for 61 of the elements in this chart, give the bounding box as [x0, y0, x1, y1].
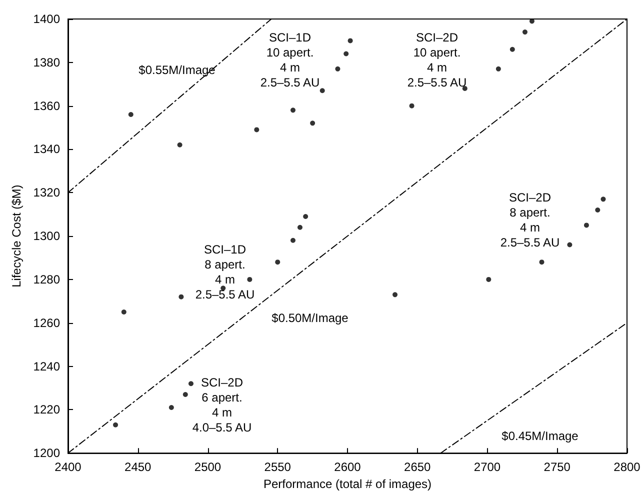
point: [290, 108, 296, 113]
x-tick-label: 2500: [194, 460, 222, 474]
point: [510, 46, 515, 52]
point: [595, 208, 600, 213]
x-tick-label: 2650: [404, 460, 432, 474]
point: [128, 112, 134, 117]
annotation: SCI–1D 10 apert. 4 m 2.5–5.5 AU: [260, 30, 320, 90]
annotation: SCI–2D 8 apert. 4 m 2.5–5.5 AU: [500, 190, 560, 250]
point: [303, 214, 308, 220]
x-tick-label: 2700: [474, 460, 501, 474]
y-tick-label: 1260: [33, 316, 60, 330]
point: [567, 242, 572, 248]
point: [335, 66, 340, 72]
point: [168, 405, 174, 410]
annotation: SCI–2D 6 apert. 4 m 4.0–5.5 AU: [192, 376, 252, 434]
point: [539, 260, 544, 265]
point: [275, 260, 280, 265]
y-tick-label: 1300: [33, 229, 60, 244]
point: [297, 224, 302, 230]
point: [344, 51, 349, 56]
annotation: SCI–1D 8 apert. 4 m 2.5–5.5 AU: [195, 242, 255, 302]
y-tick-label: 1200: [33, 446, 60, 460]
y-tick-label: 1360: [33, 98, 60, 113]
annotation: SCI–2D 10 apert. 4 m 2.5–5.5 AU: [407, 30, 467, 90]
point: [486, 276, 492, 282]
y-tick-label: 1380: [33, 55, 60, 70]
point: [392, 292, 398, 298]
annotation: $0.45M/Image: [502, 429, 579, 443]
x-tick-label: 2750: [544, 460, 571, 474]
y-tick-label: 1280: [33, 272, 60, 286]
y-tick-label: 1320: [33, 186, 60, 200]
point: [177, 142, 182, 148]
x-tick-label: 2800: [614, 460, 641, 474]
y-tick-label: 1400: [33, 12, 60, 26]
point: [254, 127, 260, 132]
x-tick-label: 2400: [54, 460, 82, 474]
point: [310, 120, 316, 126]
y-tick-label: 1240: [33, 359, 60, 374]
point: [496, 66, 501, 72]
annotation: $0.50M/Image: [272, 311, 349, 325]
point: [121, 310, 126, 315]
point: [188, 381, 194, 386]
point: [348, 38, 353, 44]
y-axis-title: Lifecycle Cost ($M): [9, 184, 24, 288]
point: [113, 422, 118, 428]
x-tick-label: 2450: [124, 460, 152, 474]
point: [409, 103, 414, 108]
point: [182, 392, 188, 397]
point: [247, 276, 252, 282]
point: [320, 88, 325, 94]
point: [584, 222, 589, 228]
annotation: $0.55M/Image: [138, 63, 216, 77]
y-tick-label: 1220: [33, 402, 60, 417]
x-tick-label: 2550: [264, 460, 292, 474]
point: [522, 30, 528, 35]
y-tick-label: 1340: [33, 142, 60, 156]
point: [290, 238, 296, 243]
point: [178, 294, 184, 300]
x-tick-label: 2600: [334, 460, 362, 474]
x-axis-title: Performance (total # of images): [263, 477, 432, 491]
point: [600, 196, 606, 202]
